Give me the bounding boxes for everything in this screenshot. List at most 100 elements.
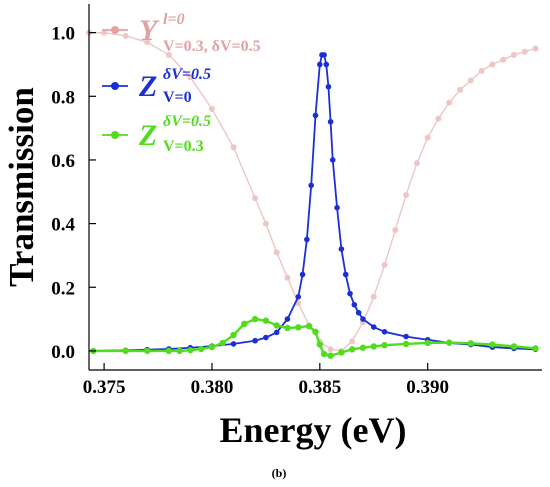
- data-point: [347, 290, 353, 297]
- legend-subscript: V=0.3: [163, 138, 204, 155]
- data-point: [263, 334, 269, 341]
- data-point: [251, 315, 259, 323]
- data-point: [500, 56, 507, 63]
- data-point: [381, 261, 388, 268]
- y-tick-label: 0.8: [51, 87, 75, 108]
- series-3: [90, 315, 539, 359]
- data-point: [219, 339, 226, 347]
- data-point: [327, 352, 334, 359]
- data-point: [241, 320, 248, 328]
- data-point: [284, 316, 291, 322]
- data-point: [262, 220, 269, 227]
- data-point: [489, 341, 496, 348]
- data-point: [187, 347, 194, 354]
- data-point: [230, 144, 237, 151]
- data-point: [316, 341, 324, 348]
- data-point: [295, 324, 302, 331]
- data-point: [122, 347, 129, 355]
- data-point: [351, 301, 358, 308]
- data-point: [176, 347, 183, 355]
- legend-superscript: l=0: [163, 11, 185, 28]
- x-tick-label: 0.390: [406, 377, 449, 398]
- legend-superscript: δV=0.5: [163, 113, 211, 130]
- y-tick-label: 0.0: [51, 342, 75, 363]
- data-point: [284, 324, 291, 332]
- data-point: [321, 52, 327, 58]
- data-point: [252, 337, 258, 344]
- data-point: [446, 339, 453, 346]
- data-point: [510, 343, 518, 350]
- data-point: [299, 271, 306, 278]
- data-point: [144, 39, 151, 46]
- data-point: [457, 86, 464, 93]
- data-point: [323, 61, 330, 68]
- data-point: [342, 271, 349, 278]
- data-point: [478, 67, 485, 74]
- figure-caption: (b): [272, 466, 287, 480]
- legend-marker: [111, 26, 119, 34]
- data-point: [348, 346, 356, 353]
- data-point: [262, 317, 270, 324]
- data-point: [187, 74, 194, 81]
- data-point: [320, 350, 328, 358]
- y-tick-label: 0.2: [51, 278, 75, 299]
- y-tick-label: 1.0: [51, 24, 75, 45]
- data-point: [510, 51, 517, 58]
- data-point: [101, 29, 108, 36]
- data-point: [327, 346, 334, 353]
- data-point: [403, 191, 410, 198]
- series-2: [90, 52, 539, 354]
- x-tick-label: 0.375: [83, 377, 126, 398]
- x-axis-title: Energy (eV): [220, 410, 407, 450]
- legend-symbol: Y: [139, 14, 160, 47]
- data-point: [208, 106, 215, 113]
- y-tick-label: 0.6: [51, 151, 75, 172]
- data-point: [402, 340, 410, 348]
- data-point: [446, 99, 453, 106]
- data-point: [230, 331, 237, 339]
- legend-subscript: V=0: [163, 89, 192, 106]
- axes: [88, 4, 542, 371]
- x-tick-label: 0.380: [191, 377, 234, 398]
- data-point: [359, 344, 367, 351]
- data-point: [334, 204, 340, 211]
- data-point: [304, 236, 310, 243]
- legend-superscript: δV=0.5: [163, 66, 211, 83]
- data-point: [424, 134, 431, 141]
- data-point: [370, 293, 377, 300]
- data-point: [381, 329, 388, 335]
- data-point: [273, 322, 280, 329]
- data-point: [317, 61, 323, 68]
- data-point: [273, 329, 280, 336]
- legend-subscript: V=0.3, δV=0.5: [163, 38, 261, 55]
- data-point: [327, 118, 334, 125]
- data-point: [273, 249, 280, 256]
- data-point: [360, 316, 366, 322]
- data-point: [338, 349, 345, 356]
- data-point: [413, 160, 420, 167]
- data-point: [355, 309, 362, 316]
- data-point: [424, 339, 431, 347]
- data-point: [312, 112, 319, 119]
- legend-marker: [111, 82, 119, 90]
- data-point: [467, 77, 474, 84]
- legend-symbol: Z: [138, 70, 157, 103]
- data-point: [305, 322, 313, 330]
- data-point: [489, 61, 496, 68]
- data-point: [284, 274, 291, 281]
- data-point: [308, 182, 314, 189]
- x-tick-label: 0.385: [298, 377, 341, 398]
- plot-area: [86, 29, 539, 359]
- data-point: [165, 51, 172, 58]
- data-point: [392, 226, 399, 233]
- data-point: [532, 345, 539, 352]
- data-point: [312, 328, 319, 336]
- data-point: [329, 157, 336, 163]
- legend-marker: [111, 131, 119, 139]
- legend-symbol: Z: [138, 119, 157, 152]
- data-point: [230, 341, 237, 347]
